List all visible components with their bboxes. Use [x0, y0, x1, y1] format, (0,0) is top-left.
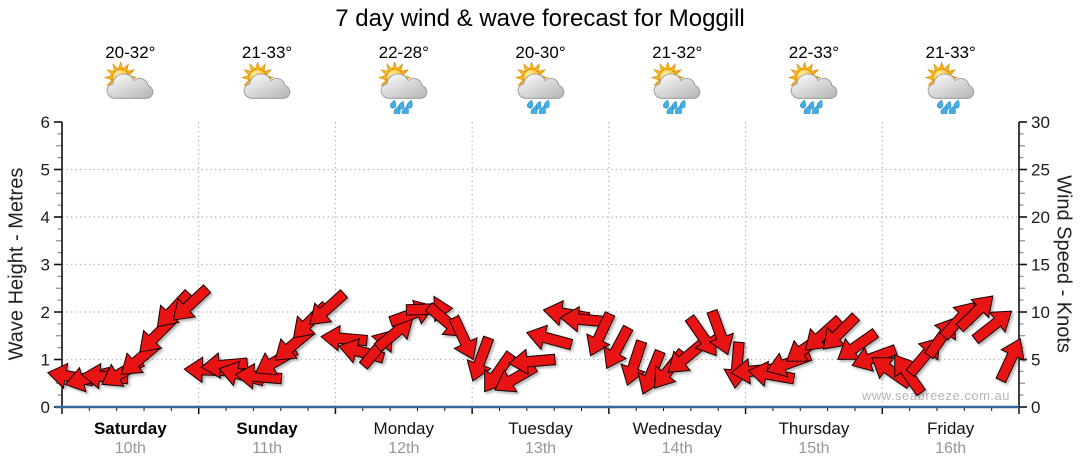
day-name-label: Wednesday [632, 419, 722, 438]
right-tick-label: 10 [1031, 303, 1050, 322]
wind-arrow [894, 354, 927, 397]
day-date-label: 12th [388, 440, 420, 457]
right-tick-label: 20 [1031, 208, 1050, 227]
temp-range-label: 20-30° [515, 43, 566, 62]
day-name-label: Saturday [93, 419, 167, 438]
wind-arrow [586, 311, 616, 357]
temp-range-label: 22-28° [378, 43, 429, 62]
left-tick-label: 5 [41, 161, 50, 180]
watermark: www.seabreeze.com.au [861, 388, 1010, 403]
weather-showers-icon [378, 62, 428, 114]
left-tick-label: 6 [41, 113, 50, 132]
day-date-label: 13th [524, 440, 557, 457]
temp-range-label: 21-33° [241, 43, 293, 62]
wind-arrow [971, 310, 1013, 345]
wind-arrow [747, 360, 796, 388]
right-tick-label: 30 [1031, 113, 1050, 132]
weather-showers-icon [925, 62, 974, 114]
right-tick-label: 0 [1031, 398, 1040, 417]
wind-arrow [466, 335, 495, 382]
wind-arrow [448, 314, 478, 361]
wind-arrow [200, 352, 249, 379]
wind-arrow [995, 337, 1025, 384]
day-name-label: Thursday [778, 419, 850, 438]
wind-arrow [559, 305, 608, 333]
day-date-label: 11th [252, 440, 283, 457]
wind-arrow [804, 314, 844, 351]
right-tick-label: 5 [1031, 351, 1040, 370]
wind-arrow [525, 324, 574, 351]
left-tick-label: 3 [41, 256, 50, 275]
wind-arrow [955, 295, 994, 333]
right-tick-label: 15 [1031, 256, 1050, 275]
weather-showers-icon [651, 62, 701, 114]
wind-arrows [46, 284, 1025, 397]
left-tick-label: 2 [41, 303, 50, 322]
axis-lines [56, 122, 1020, 409]
right-tick-label: 25 [1031, 161, 1050, 180]
weather-showers-icon [515, 62, 564, 114]
weather-showers-icon [788, 62, 838, 114]
left-tick-label: 1 [41, 351, 50, 370]
axis-tick-labels: 0 1 2 3 4 5 6 0 5 10 15 20 25 30 [41, 113, 1050, 417]
day-date-label: 16th [935, 440, 967, 457]
day-name-label: Tuesday [508, 419, 573, 438]
temp-range-label: 21-33° [925, 43, 976, 62]
wind-arrow [508, 348, 556, 376]
wind-arrow [684, 314, 717, 357]
chart-title: 7 day wind & wave forecast for Moggill [335, 5, 745, 32]
day-date-label: 10th [114, 440, 146, 457]
wind-arrow [309, 289, 349, 326]
wind-arrow [706, 308, 735, 356]
weather-partly-cloudy-icon [104, 62, 154, 99]
wind-arrow [603, 324, 634, 370]
temp-range-label: 21-32° [652, 43, 703, 62]
day-date-label: 14th [661, 440, 693, 457]
day-name-label: Monday [373, 419, 435, 438]
left-tick-label: 4 [41, 208, 50, 227]
left-tick-label: 0 [41, 398, 50, 417]
wind-arrow [822, 312, 861, 350]
day-date-label: 15th [798, 440, 830, 457]
weather-partly-cloudy-icon [241, 62, 291, 99]
day-name-label: Friday [927, 419, 975, 438]
wind-arrow [234, 362, 283, 390]
temp-range-label: 20-32° [105, 43, 156, 62]
wind-arrow [172, 284, 212, 321]
temp-range-label: 22-33° [788, 43, 840, 62]
day-name-label: Sunday [236, 419, 298, 438]
wind-arrow [837, 328, 880, 360]
